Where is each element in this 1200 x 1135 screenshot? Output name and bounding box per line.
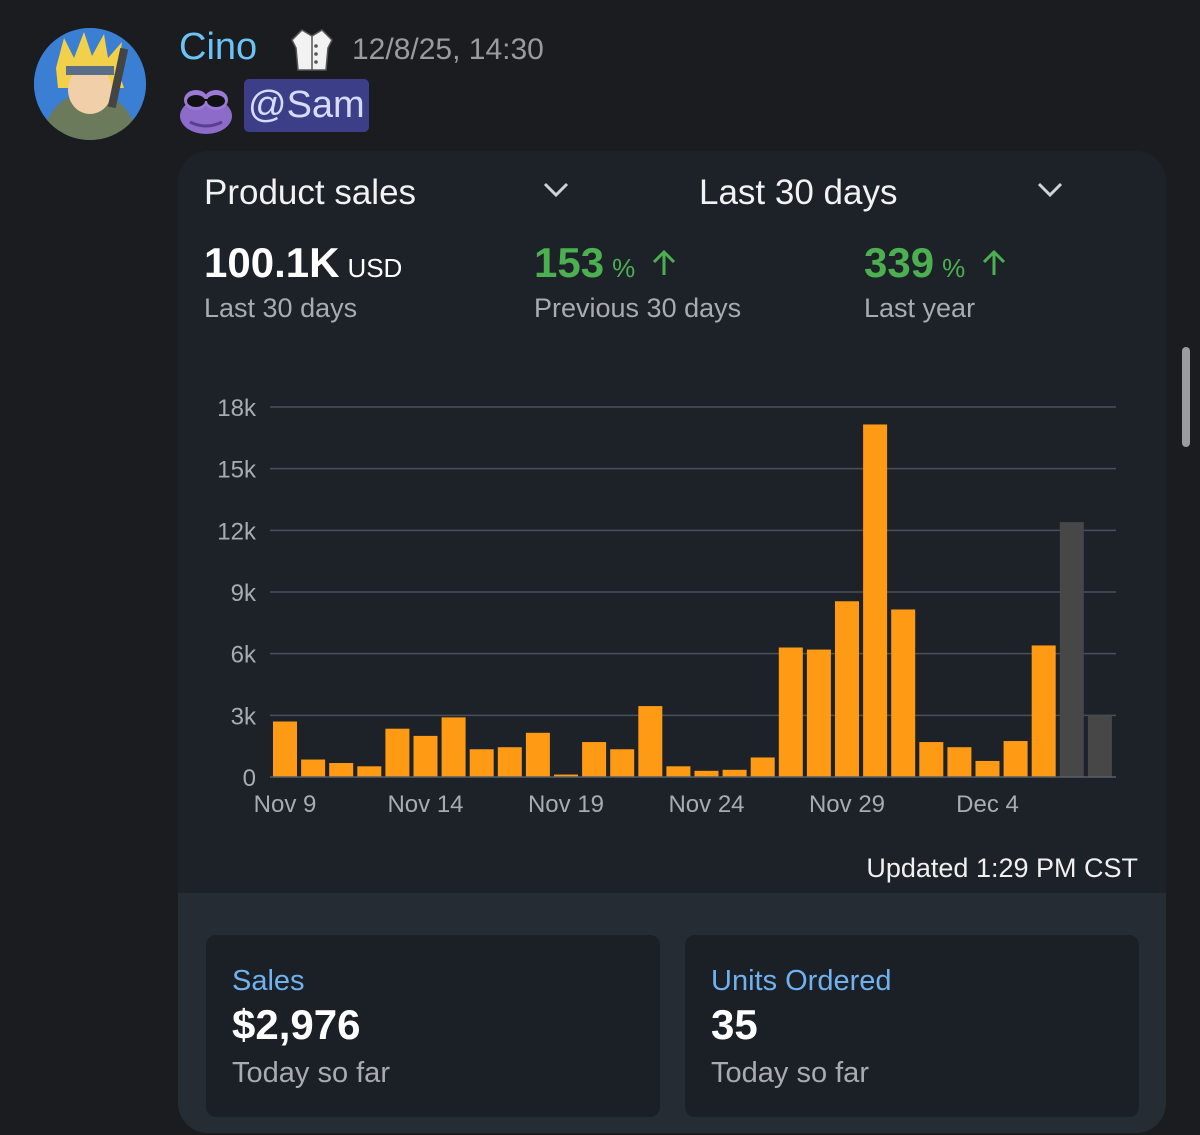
sales-bar (610, 749, 635, 777)
sales-stat-label: Sales (232, 965, 305, 997)
metric-dropdown[interactable]: Product sales (204, 173, 417, 212)
message-timestamp: 12/8/25, 14:30 (352, 33, 544, 66)
y-tick-label: 18k (217, 395, 257, 422)
metric-prev: 153% (534, 239, 677, 287)
today-stats-section: Sales $2,976 Today so far Units Ordered … (178, 893, 1166, 1133)
sales-bar (385, 728, 410, 777)
metric-prev-unit: % (612, 253, 636, 283)
sales-bar (835, 601, 859, 777)
units-stat-value: 35 (711, 1001, 758, 1048)
metric-total-caption: Last 30 days (204, 293, 358, 323)
sales-bar (975, 760, 1000, 777)
sales-bar (497, 747, 522, 777)
sales-bar (919, 742, 944, 777)
sales-card: Product sales Last 30 days 100.1K USD Las… (178, 151, 1166, 1133)
user-avatar[interactable] (34, 28, 146, 140)
sales-bar (413, 735, 438, 777)
range-dropdown[interactable]: Last 30 days (699, 173, 898, 212)
metric-total: 100.1K USD (204, 239, 402, 287)
units-stat-card[interactable]: Units Ordered 35 Today so far (685, 935, 1139, 1117)
metric-year: 339% (864, 239, 1007, 287)
metric-total-value: 100.1K (204, 239, 340, 286)
y-tick-label: 12k (217, 518, 257, 545)
sales-stat-caption: Today so far (232, 1057, 390, 1089)
sales-bar (638, 706, 663, 777)
x-tick-label: Nov 9 (254, 791, 317, 818)
avatar-image (34, 28, 146, 140)
sales-bar (1003, 741, 1028, 777)
x-tick-label: Nov 29 (809, 791, 885, 818)
frog-sunglasses-emoji (178, 82, 234, 134)
x-tick-label: Nov 19 (528, 791, 604, 818)
sales-bar (750, 757, 775, 777)
metric-total-unit: USD (347, 253, 403, 283)
y-tick-label: 3k (231, 703, 257, 730)
user-mention[interactable]: @Sam (244, 79, 369, 132)
x-tick-label: Nov 14 (387, 791, 463, 818)
sales-bar (694, 770, 719, 777)
comparison-bar (1087, 715, 1112, 777)
sales-bar (554, 774, 578, 777)
sales-bar (722, 769, 747, 777)
sales-bar (806, 649, 831, 777)
arrow-up-icon (652, 249, 675, 275)
metric-prev-caption: Previous 30 days (534, 293, 742, 323)
sales-bar (469, 749, 494, 777)
metric-prev-value: 153 (534, 239, 605, 286)
updated-timestamp: Updated 1:29 PM CST (866, 853, 1138, 883)
metric-year-caption: Last year (864, 293, 976, 323)
sales-bar (357, 766, 382, 777)
chevron-down-icon[interactable] (1036, 179, 1064, 201)
units-stat-caption: Today so far (711, 1057, 869, 1089)
metric-year-unit: % (942, 253, 966, 283)
sales-bar (1031, 645, 1056, 777)
comparison-bar (1059, 522, 1084, 777)
units-stat-label: Units Ordered (711, 965, 892, 997)
sales-bar (441, 717, 466, 777)
sales-bar (301, 759, 326, 777)
arrow-up-icon (982, 249, 1005, 275)
y-tick-label: 0 (243, 765, 256, 792)
sales-bar (329, 763, 354, 777)
sales-bar (863, 424, 888, 777)
sales-bar (947, 747, 972, 777)
y-tick-label: 15k (217, 457, 257, 484)
sales-stat-value: $2,976 (232, 1001, 361, 1048)
chevron-down-icon[interactable] (542, 179, 570, 201)
sales-bar (582, 742, 607, 777)
scrollbar-thumb[interactable] (1182, 347, 1190, 447)
metric-year-value: 339 (864, 239, 935, 286)
lab-coat-icon (286, 24, 338, 76)
sales-bar (525, 732, 550, 777)
x-tick-label: Nov 24 (668, 791, 744, 818)
sales-bar (891, 609, 916, 777)
sales-bar (778, 647, 803, 777)
sales-stat-card[interactable]: Sales $2,976 Today so far (206, 935, 660, 1117)
username[interactable]: Cino (179, 26, 258, 68)
sales-bar-chart: 0 3k 6k 9k 12k 15k 18k Nov 9 Nov 14 Nov 19 Nov 24 N… (217, 395, 1116, 818)
y-tick-label: 9k (231, 580, 257, 607)
sales-bar (273, 721, 297, 777)
y-tick-label: 6k (231, 642, 257, 669)
sales-bar (666, 766, 691, 777)
x-tick-label: Dec 4 (956, 791, 1019, 818)
